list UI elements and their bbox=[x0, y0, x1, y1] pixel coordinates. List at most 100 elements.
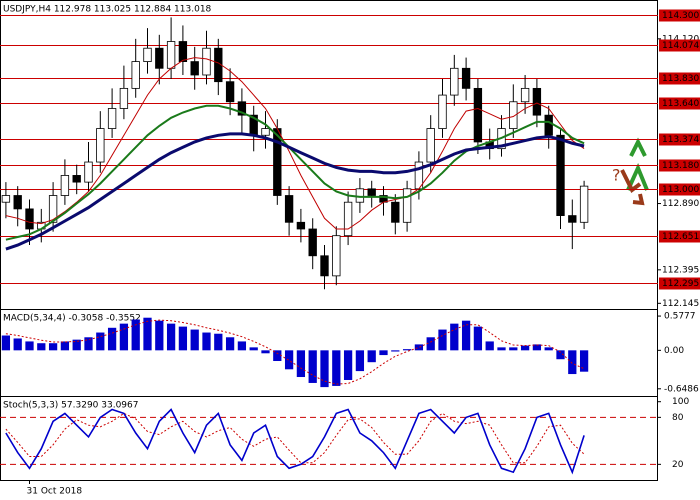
macd-bar bbox=[48, 343, 58, 351]
candle-body bbox=[143, 47, 152, 62]
macd-bar bbox=[367, 350, 376, 363]
candle-body bbox=[520, 87, 530, 103]
moving-average bbox=[5, 57, 585, 230]
stoch-main bbox=[5, 408, 585, 475]
macd-title: MACD(5,34,4) -0.3058 -0.3552 bbox=[3, 314, 141, 324]
level-label-box bbox=[659, 133, 700, 146]
level-label: 112.295 bbox=[662, 279, 699, 289]
level-label: 113.640 bbox=[662, 99, 699, 109]
candle-body bbox=[579, 185, 589, 223]
level-label: 113.000 bbox=[662, 185, 699, 195]
macd-bar bbox=[96, 332, 105, 351]
y-tick-label: 0.5777 bbox=[664, 312, 696, 322]
candle-body bbox=[308, 228, 317, 257]
macd-bar bbox=[1, 335, 11, 351]
candle-body bbox=[13, 195, 22, 210]
candle-body bbox=[60, 175, 70, 196]
y-tick-label: 80 bbox=[672, 413, 684, 423]
macd-bar bbox=[532, 344, 542, 351]
y-tick-label: -0.6486 bbox=[664, 384, 699, 394]
candle-body bbox=[155, 47, 164, 69]
level-label-box bbox=[659, 39, 700, 52]
candle-body bbox=[367, 188, 376, 196]
down-arrow-head bbox=[632, 193, 645, 206]
up-arrow bbox=[626, 162, 649, 191]
macd-bar bbox=[37, 343, 46, 351]
level-label: 113.830 bbox=[662, 74, 699, 84]
macd-bar bbox=[143, 317, 152, 351]
candle-body bbox=[1, 195, 11, 203]
macd-bar bbox=[355, 350, 365, 372]
level-label-box bbox=[659, 72, 700, 85]
macd-bar bbox=[60, 341, 70, 351]
level-label-box bbox=[659, 159, 700, 172]
macd-bar bbox=[426, 337, 435, 351]
macd-bar bbox=[296, 350, 306, 378]
candle-body bbox=[568, 215, 577, 223]
macd-bar bbox=[25, 341, 34, 351]
candle-body bbox=[261, 128, 270, 136]
candle-body bbox=[450, 67, 459, 96]
macd-bar bbox=[402, 349, 412, 351]
candle-body bbox=[544, 114, 553, 136]
macd-bar bbox=[202, 332, 211, 351]
macd-bar bbox=[178, 326, 188, 351]
level-label: 113.374 bbox=[662, 135, 699, 145]
chart-title: USDJPY,H4 112.978 113.025 112.884 113.01… bbox=[3, 5, 212, 15]
macd-bar bbox=[155, 320, 164, 351]
candle-body bbox=[509, 101, 518, 129]
macd-bar bbox=[450, 323, 459, 351]
moving-average bbox=[5, 104, 585, 241]
macd-bar bbox=[579, 350, 589, 372]
y-tick-label: 20 bbox=[672, 460, 684, 470]
y-tick-label: 112.145 bbox=[662, 299, 699, 309]
candle-body bbox=[438, 94, 447, 129]
macd-bar bbox=[225, 337, 235, 351]
candle-body bbox=[426, 128, 435, 163]
level-label: 113.180 bbox=[662, 161, 699, 171]
stoch-signal bbox=[5, 412, 585, 464]
x-tick-label: 31 Oct 2018 bbox=[27, 487, 83, 497]
candle-body bbox=[166, 41, 176, 69]
macd-bar bbox=[485, 341, 494, 351]
stoch-title: Stoch(5,3,3) 57.3290 33.0967 bbox=[3, 401, 138, 411]
candle-body bbox=[402, 188, 412, 223]
candle-body bbox=[461, 67, 471, 89]
macd-bar bbox=[273, 350, 282, 362]
plot-frame bbox=[0, 0, 658, 481]
candle-body bbox=[391, 201, 400, 223]
macd-bar bbox=[237, 341, 247, 351]
candle-body bbox=[178, 41, 188, 62]
candle-body bbox=[556, 134, 565, 216]
y-tick-label: 0.00 bbox=[664, 346, 684, 356]
macd-bar bbox=[332, 350, 341, 386]
macd-bar bbox=[107, 327, 117, 351]
macd-bar bbox=[166, 323, 176, 351]
candle-body bbox=[107, 108, 117, 129]
candle-body bbox=[332, 235, 341, 277]
macd-bar bbox=[461, 320, 471, 351]
candle-body bbox=[131, 61, 140, 89]
macd-bar bbox=[84, 337, 93, 351]
up-arrow-head bbox=[629, 137, 647, 157]
level-label-box bbox=[659, 183, 700, 196]
y-tick-label: 112.395 bbox=[662, 265, 699, 275]
candle-body bbox=[284, 195, 294, 223]
macd-bar bbox=[556, 350, 565, 360]
level-label: 114.300 bbox=[662, 11, 699, 21]
candle-body bbox=[119, 87, 129, 109]
candle-body bbox=[72, 175, 81, 183]
macd-bar bbox=[544, 347, 553, 351]
macd-bar bbox=[13, 338, 22, 351]
macd-bar bbox=[473, 326, 483, 351]
candle-body bbox=[225, 81, 235, 103]
macd-signal bbox=[5, 319, 585, 385]
macd-bar bbox=[261, 350, 270, 354]
candle-body bbox=[202, 47, 211, 76]
macd-bar bbox=[214, 333, 223, 351]
macd-bar bbox=[343, 350, 353, 380]
y-tick-label: 112.890 bbox=[662, 199, 699, 209]
y-tick-label: 100 bbox=[672, 397, 689, 407]
macd-bar bbox=[131, 319, 140, 351]
